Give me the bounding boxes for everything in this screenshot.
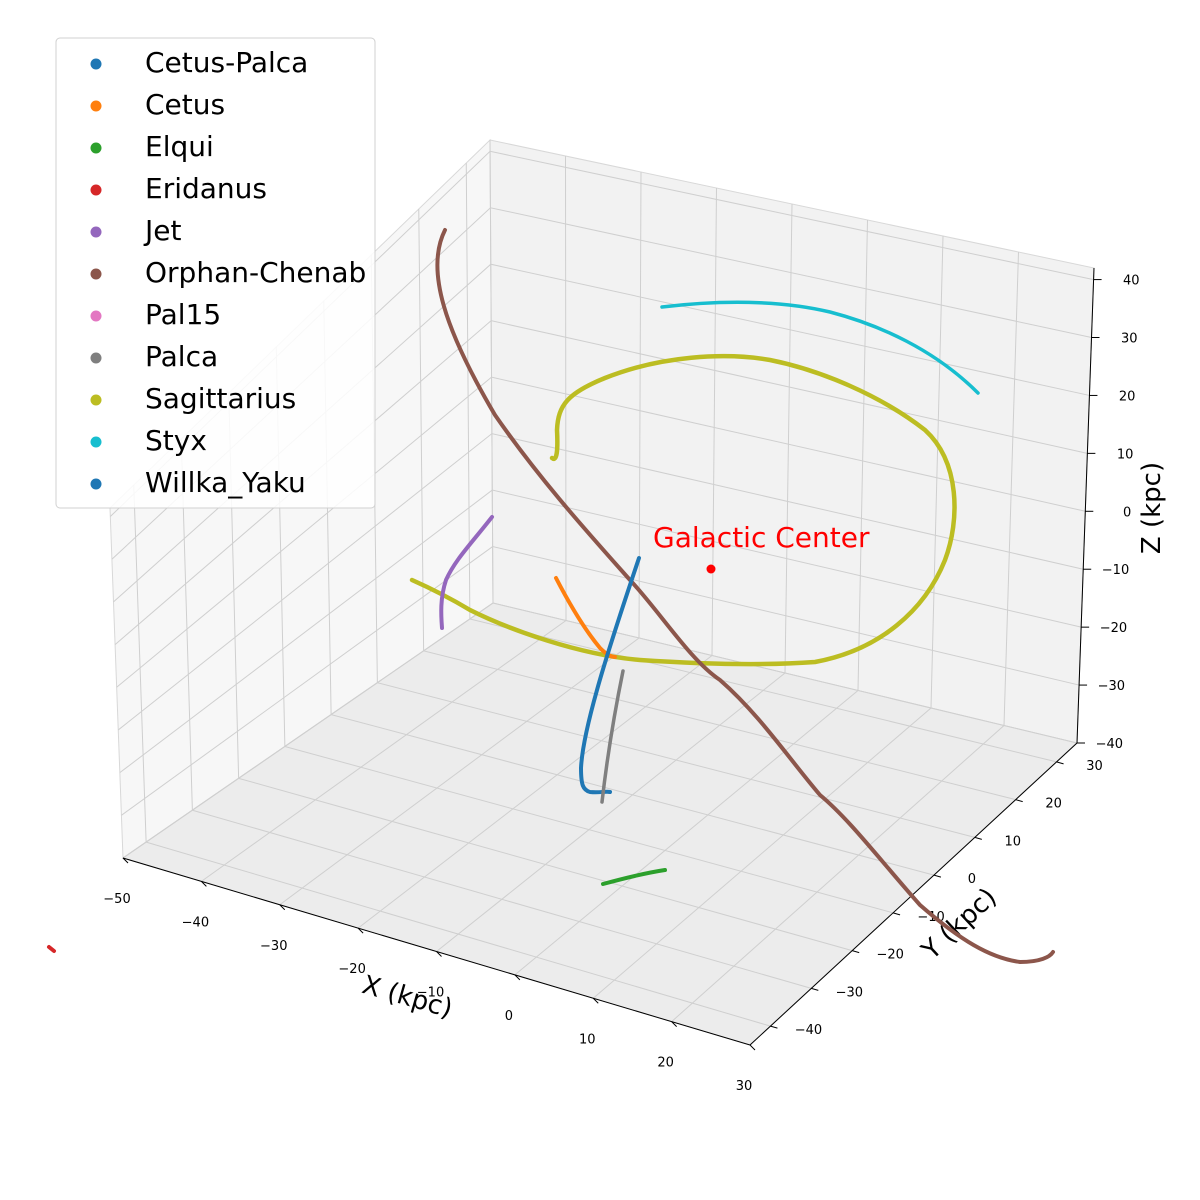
x-tick-mark [749,1044,756,1051]
x-tick-label: 20 [657,1056,674,1071]
x-tick-mark [436,951,442,957]
y-tick-mark [770,1025,778,1029]
stream-palca [600,669,625,804]
x-tick-mark [357,927,364,934]
legend-marker [90,394,102,406]
x-tick-mark [514,974,521,981]
y-tick-label: 10 [1005,834,1022,849]
legend-marker [90,310,102,322]
legend-marker [90,268,102,280]
z-tick-label: −20 [1100,621,1127,636]
y-tick-mark [811,987,819,991]
x-tick-label: −50 [103,892,130,907]
x-axis-ticks: −50 −40 −30 −20 −10 0 10 20 30 [103,857,756,1094]
z-axis-ticks: −40 −30 −20 −10 0 10 20 30 40 [1077,274,1140,752]
z-gridline [119,489,1082,774]
stream-eridanus [47,945,56,953]
z-tick-label: 10 [1117,447,1134,462]
y-tick-mark [974,836,982,840]
gridlines [109,139,1095,1046]
z-tick-label: −10 [1102,563,1129,578]
stream-tracks [47,228,1055,964]
x-tick-label: −10 [417,986,444,1001]
x-tick-label: −20 [338,962,365,977]
x-axis-title: X (kpc) [359,970,456,1024]
legend-marker [90,352,102,364]
x-tick-mark [279,904,286,911]
z-axis-line [1076,267,1095,744]
y-axis-line [749,742,1078,1046]
z-axis-title: Z (kpc) [1137,462,1167,554]
y-tick-mark [1056,761,1064,765]
x-tick-label: −40 [182,915,209,930]
legend-label: Styx [145,424,207,457]
galactic-center-marker [706,564,716,574]
y-tick-label: 20 [1045,797,1062,812]
y-tick-mark [852,950,860,954]
x-tick-mark [592,997,599,1004]
legend-marker [90,142,102,154]
z-gridline [114,320,1088,645]
galactic-center-label: Galactic Center [653,521,870,554]
z-tick-label: 30 [1121,332,1138,347]
y-tick-label: 30 [1086,759,1103,774]
stream-styx [660,300,980,395]
x-tick-mark [671,1021,677,1027]
stream-elqui [601,868,667,886]
y-tick-mark [933,874,942,878]
y-tick-label: −30 [836,985,863,1000]
stream-cetus [554,576,617,659]
z-gridline [116,376,1086,688]
z-gridline [122,602,1078,859]
x-tick-mark [201,881,207,887]
legend-label: Elqui [145,130,214,163]
stream-sagittarius [409,353,957,667]
stream-cetus-palca [579,556,641,795]
legend-marker [90,100,102,112]
y-tick-label: 0 [968,872,976,887]
x-tick-label: 0 [505,1009,513,1024]
legend-marker [90,478,102,490]
legend-label: Eridanus [145,172,267,205]
x-tick-label: 10 [579,1032,596,1047]
y-tick-mark [892,912,901,916]
z-tick-label: 20 [1119,389,1136,404]
x-tick-mark [122,857,129,864]
legend-label: Orphan-Chenab [145,256,366,289]
legend-marker [90,184,102,196]
y-tick-mark [1015,799,1023,803]
legend-label: Jet [143,214,181,247]
legend-label: Cetus [145,88,225,121]
z-tick-label: −40 [1096,737,1123,752]
y-tick-label: −40 [795,1023,822,1038]
legend-box [55,37,376,509]
legend-label: Palca [145,340,218,373]
legend: Cetus-Palca Cetus Elqui Eridanus Jet Orphan-C… [55,37,376,509]
legend-marker [90,226,102,238]
x-tick-label: −30 [260,939,287,954]
stream-jet [439,515,494,630]
stream-orphan-chenab [435,228,1055,964]
legend-marker [90,58,102,70]
legend-label: Pal15 [145,298,221,331]
z-tick-label: 40 [1123,274,1140,289]
z-gridline [117,433,1084,731]
legend-marker [90,436,102,448]
z-tick-label: 0 [1123,505,1131,520]
y-tick-label: −20 [876,948,903,963]
legend-label: Sagittarius [145,382,296,415]
x-tick-label: 30 [736,1079,753,1094]
legend-label: Willka_Yaku [145,466,306,499]
z-tick-label: −30 [1098,679,1125,694]
legend-label: Cetus-Palca [145,46,308,79]
z-gridline [121,545,1080,816]
